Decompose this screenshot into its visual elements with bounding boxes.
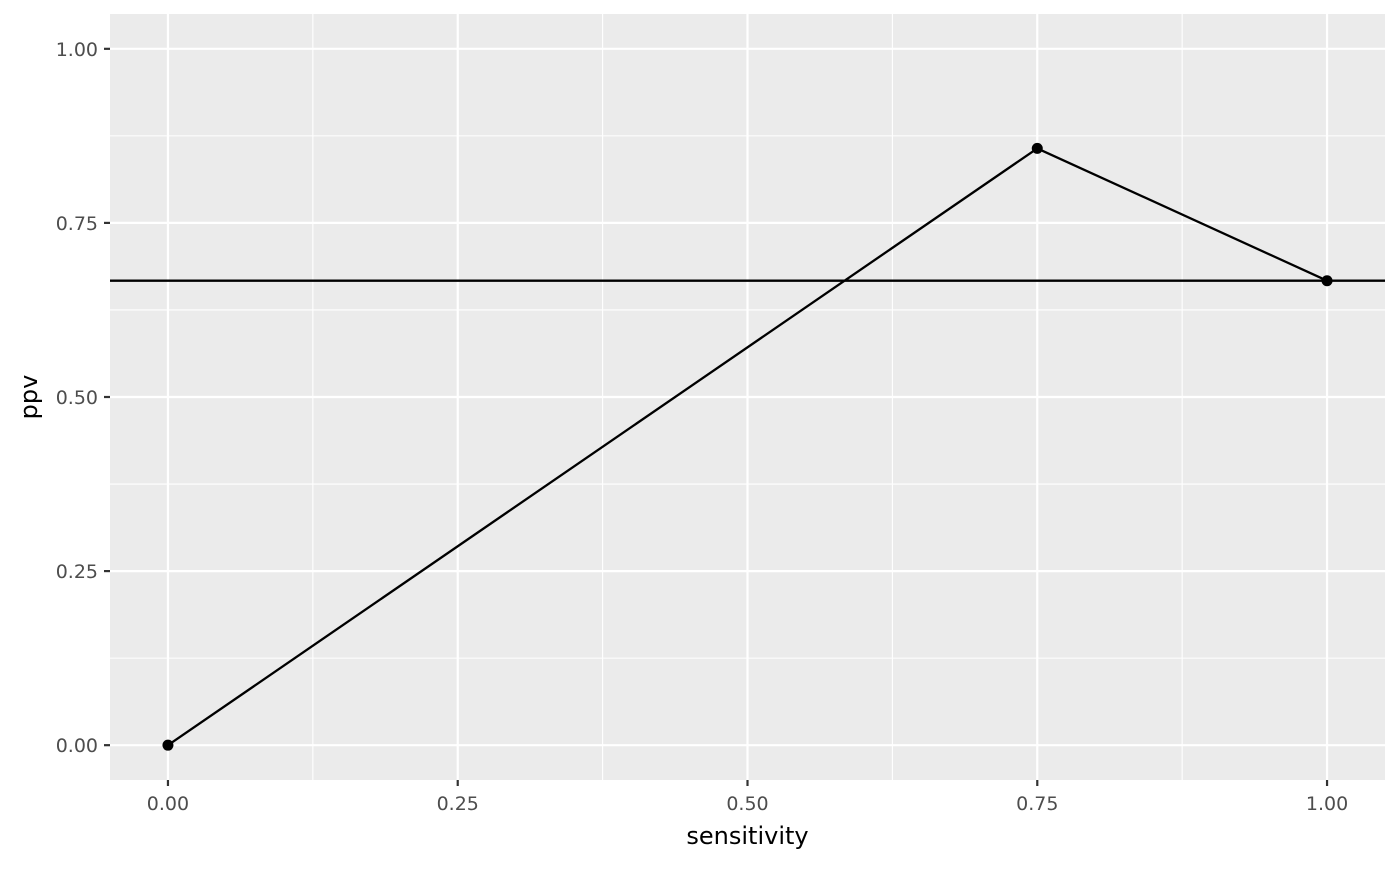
series-layer [162, 142, 1333, 751]
y-tick-label: 0.50 [56, 387, 98, 409]
y-tick-label: 1.00 [56, 39, 98, 61]
x-tick-label: 0.75 [1016, 793, 1058, 815]
y-tick-label: 0.75 [56, 213, 98, 235]
major-gridlines [110, 14, 1385, 780]
x-tick-label: 0.50 [726, 793, 768, 815]
axis-ticks [104, 47, 1329, 786]
y-tick-label: 0.25 [56, 561, 98, 583]
data-point [162, 739, 174, 751]
x-tick-label: 1.00 [1306, 793, 1348, 815]
x-tick-label: 0.00 [147, 793, 189, 815]
data-point [1321, 275, 1333, 287]
data-point [1031, 142, 1043, 154]
y-tick-label: 0.00 [56, 735, 98, 757]
x-tick-label: 0.25 [437, 793, 479, 815]
y-axis-title: ppv [15, 375, 43, 420]
tick-labels: 0.00 0.25 0.50 0.75 1.00 0.00 0.25 0.50 0.75 1.00 [56, 39, 1349, 815]
x-axis-title: sensitivity [686, 822, 808, 850]
